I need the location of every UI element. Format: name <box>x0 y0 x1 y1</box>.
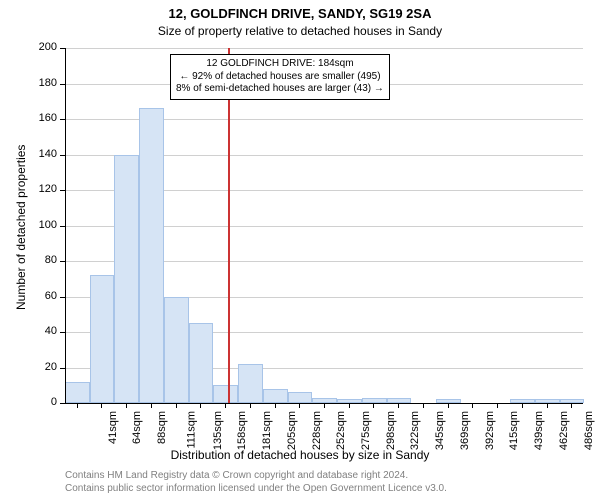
histogram-bar <box>139 108 164 403</box>
annotation-line-1: 12 GOLDFINCH DRIVE: 184sqm <box>176 58 384 71</box>
y-tick-label: 120 <box>25 183 57 195</box>
x-tick-label: 135sqm <box>212 411 224 450</box>
histogram-bar <box>65 382 90 403</box>
plot-area: 02040608010012014016018020041sqm64sqm88s… <box>65 48 583 403</box>
histogram-bar <box>90 275 115 403</box>
annotation-line-2: ← 92% of detached houses are smaller (49… <box>176 71 384 84</box>
histogram-bar <box>114 155 139 404</box>
y-tick-label: 80 <box>25 254 57 266</box>
y-axis-label: Number of detached properties <box>14 145 28 310</box>
y-tick-label: 0 <box>25 396 57 408</box>
footer-line-1: Contains HM Land Registry data © Crown c… <box>65 470 408 481</box>
x-tick-label: 439sqm <box>533 411 545 450</box>
chart-title: 12, GOLDFINCH DRIVE, SANDY, SG19 2SA <box>0 6 600 21</box>
x-tick-label: 181sqm <box>261 411 273 450</box>
x-tick-label: 275sqm <box>360 411 372 450</box>
x-tick-label: 369sqm <box>459 411 471 450</box>
y-tick-label: 100 <box>25 219 57 231</box>
x-tick-label: 298sqm <box>385 411 397 450</box>
annotation-box: 12 GOLDFINCH DRIVE: 184sqm← 92% of detac… <box>170 54 390 100</box>
x-tick-label: 462sqm <box>558 411 570 450</box>
x-tick-label: 158sqm <box>236 411 248 450</box>
histogram-bar <box>238 364 263 403</box>
x-tick-label: 322sqm <box>410 411 422 450</box>
x-axis-label: Distribution of detached houses by size … <box>0 448 600 462</box>
grid-line <box>65 48 583 49</box>
x-tick-label: 41sqm <box>107 411 119 444</box>
y-tick-label: 60 <box>25 290 57 302</box>
x-tick-label: 392sqm <box>484 411 496 450</box>
histogram-bar <box>263 389 288 403</box>
x-tick-label: 486sqm <box>583 411 595 450</box>
y-tick-label: 140 <box>25 148 57 160</box>
x-axis-line <box>65 403 583 404</box>
histogram-bar <box>288 392 313 403</box>
marker-line <box>228 48 230 403</box>
y-axis-line <box>65 48 66 403</box>
x-tick-label: 228sqm <box>311 411 323 450</box>
annotation-line-3: 8% of semi-detached houses are larger (4… <box>176 83 384 96</box>
x-tick-label: 415sqm <box>509 411 521 450</box>
histogram-bar <box>164 297 189 404</box>
x-tick-label: 64sqm <box>131 411 143 444</box>
histogram-bar <box>213 385 238 403</box>
x-tick-label: 88sqm <box>156 411 168 444</box>
y-tick-label: 180 <box>25 77 57 89</box>
x-tick-label: 111sqm <box>185 411 197 449</box>
y-tick-label: 200 <box>25 41 57 53</box>
histogram-bar <box>189 323 214 403</box>
x-tick-label: 205sqm <box>286 411 298 450</box>
y-tick-label: 160 <box>25 112 57 124</box>
chart-subtitle: Size of property relative to detached ho… <box>0 24 600 38</box>
footer-line-2: Contains public sector information licen… <box>65 483 447 494</box>
y-tick-label: 20 <box>25 361 57 373</box>
x-tick-label: 345sqm <box>434 411 446 450</box>
x-tick-label: 252sqm <box>335 411 347 450</box>
y-tick-label: 40 <box>25 325 57 337</box>
